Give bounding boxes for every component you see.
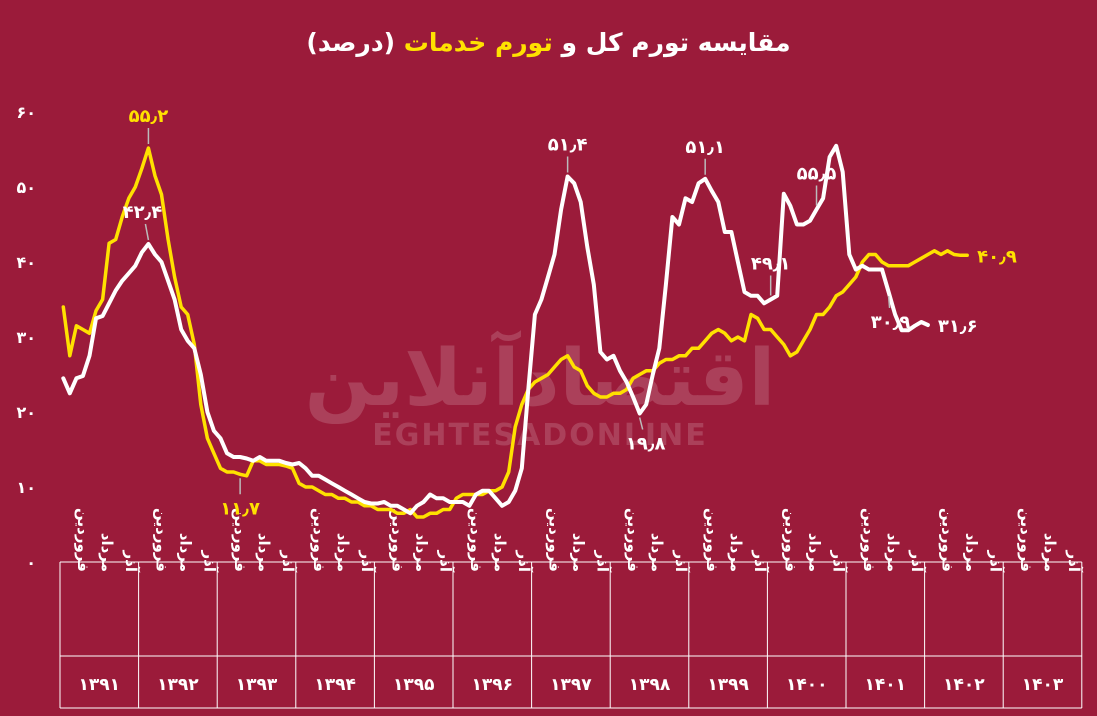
series-end-label: ۳۱٫۶	[938, 316, 978, 337]
data-label: ۴۲٫۴	[123, 202, 163, 223]
annotation-leader	[144, 223, 150, 241]
data-label: ۵۵٫۵	[797, 164, 837, 185]
year-label: ۱۳۹۳	[236, 675, 278, 695]
year-label: ۱۴۰۳	[1022, 675, 1064, 695]
month-label: فروردین	[74, 508, 92, 572]
month-label: مرداد	[963, 533, 981, 572]
month-label: مرداد	[805, 533, 823, 572]
data-label: ۵۱٫۱	[685, 137, 725, 158]
annotation-leader	[638, 417, 644, 430]
month-label: مرداد	[884, 533, 902, 572]
y-tick-label: ۳۰	[16, 328, 36, 347]
year-label: ۱۳۹۹	[707, 675, 749, 695]
month-label: آذر	[358, 550, 376, 573]
month-label: مرداد	[570, 533, 588, 572]
month-label: آذر	[672, 550, 690, 573]
month-label: فروردین	[310, 508, 328, 572]
y-tick-label: ۱۰	[16, 478, 36, 497]
year-label: ۱۳۹۵	[393, 675, 435, 695]
month-label: آذر	[122, 550, 140, 573]
month-label: فروردین	[860, 508, 878, 572]
data-label: ۴۹٫۱	[751, 254, 791, 275]
chart-title: مقایسه تورم کل و تورم خدمات (درصد)	[0, 28, 1097, 57]
month-label: آذر	[201, 550, 219, 573]
year-label: ۱۴۰۰	[786, 675, 828, 695]
month-label: مرداد	[177, 533, 195, 572]
month-label: فروردین	[939, 508, 957, 572]
month-label: فروردین	[703, 508, 721, 572]
month-label: فروردین	[546, 508, 564, 572]
data-label: ۱۹٫۸	[626, 434, 666, 455]
year-label: ۱۴۰۲	[943, 675, 985, 695]
month-label: فروردین	[781, 508, 799, 572]
y-tick-label: ۴۰	[16, 253, 36, 272]
title-part-3: (درصد)	[306, 28, 396, 57]
y-tick-label: ۰	[26, 553, 36, 572]
y-tick-label: ۶۰	[16, 103, 36, 122]
month-label: مرداد	[334, 533, 352, 572]
month-label: آذر	[1065, 550, 1083, 573]
month-label: فروردین	[231, 508, 249, 572]
title-part-2-highlight: تورم خدمات	[403, 28, 553, 57]
year-label: ۱۴۰۱	[865, 675, 907, 695]
month-label: فروردین	[624, 508, 642, 572]
month-label: فروردین	[467, 508, 485, 572]
annotation-leader	[887, 295, 891, 309]
series-end-label: ۴۰٫۹	[977, 246, 1017, 267]
data-label: ۳۰٫۹	[871, 312, 911, 333]
year-label: ۱۳۹۴	[314, 675, 356, 695]
month-label: مرداد	[491, 533, 509, 572]
year-label: ۱۳۹۶	[472, 675, 514, 695]
month-label: آذر	[436, 550, 454, 573]
year-label: ۱۳۹۲	[157, 675, 199, 695]
year-label: ۱۳۹۷	[550, 675, 592, 695]
month-label: فروردین	[153, 508, 171, 572]
series-group	[61, 143, 969, 519]
month-label: فروردین	[388, 508, 406, 572]
series-line-total	[61, 143, 930, 516]
month-label: مرداد	[98, 533, 116, 572]
month-label: مرداد	[255, 533, 273, 572]
data-label: ۱۱٫۷	[220, 498, 260, 519]
month-label: آذر	[829, 550, 847, 573]
data-label: ۵۵٫۲	[129, 106, 169, 127]
axis-group: ۰ ۱۰ ۲۰ ۳۰ ۴۰ ۵۰ ۶۰ فروردین مرداد آذر ۱۳۹۱ فروردین م…	[16, 103, 1083, 709]
data-labels-group: ۴۲٫۴ ۱۹٫۸ ۵۱٫۴ ۵۱٫۱ ۴۹٫۱ ۵۵٫۵ ۳۰٫۹ ۳۱٫۶ ۵۵٫۲ ۱۱٫۷…	[123, 106, 1017, 519]
month-label: آذر	[908, 550, 926, 573]
watermark: اقتصادآنلاین EGHTESADONLINE	[305, 330, 776, 453]
month-label: آذر	[279, 550, 297, 573]
title-part-1: مقایسه تورم کل و	[561, 28, 791, 57]
month-label: آذر	[594, 550, 612, 573]
year-label: ۱۳۹۱	[79, 675, 121, 695]
year-label: ۱۳۹۸	[629, 675, 671, 695]
y-tick-label: ۵۰	[16, 178, 36, 197]
month-label: مرداد	[412, 533, 430, 572]
month-label: مرداد	[727, 533, 745, 572]
y-tick-label: ۲۰	[16, 403, 36, 422]
month-label: آذر	[987, 550, 1005, 573]
month-label: فروردین	[1017, 508, 1035, 572]
month-label: مرداد	[648, 533, 666, 572]
watermark-latin-text: EGHTESADONLINE	[372, 418, 707, 453]
month-label: آذر	[515, 550, 533, 573]
data-label: ۵۱٫۴	[548, 135, 588, 156]
month-label: مرداد	[1041, 533, 1059, 572]
month-label: آذر	[751, 550, 769, 573]
watermark-logo-text: اقتصادآنلاین	[305, 330, 776, 424]
series-line-services	[61, 146, 969, 519]
